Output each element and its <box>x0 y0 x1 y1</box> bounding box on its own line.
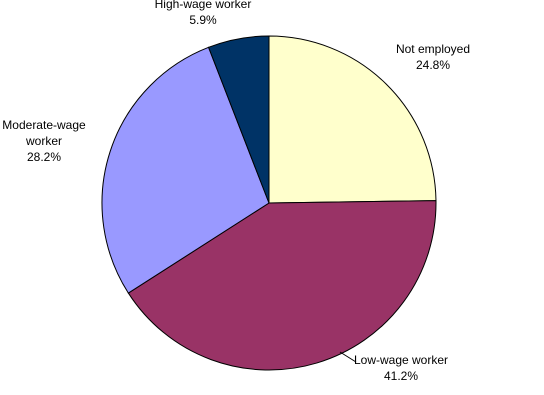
pie-slice <box>101 46 270 294</box>
slice-label: Not employed <box>395 42 471 56</box>
slice-value-label: 24.8% <box>415 58 451 72</box>
slice-label: Low-wage worker <box>353 353 449 367</box>
slice-value-label: 41.2% <box>383 369 419 383</box>
slice-label: Moderate-wage worker <box>2 118 86 148</box>
pie-slice <box>268 35 437 204</box>
slice-value-label: 5.9% <box>189 13 217 27</box>
leader-line <box>339 351 357 363</box>
slice-label: High-wage worker <box>154 0 252 11</box>
slice-value-label: 28.2% <box>26 150 62 164</box>
pie-slice <box>207 35 270 204</box>
pie-slice <box>127 200 437 371</box>
